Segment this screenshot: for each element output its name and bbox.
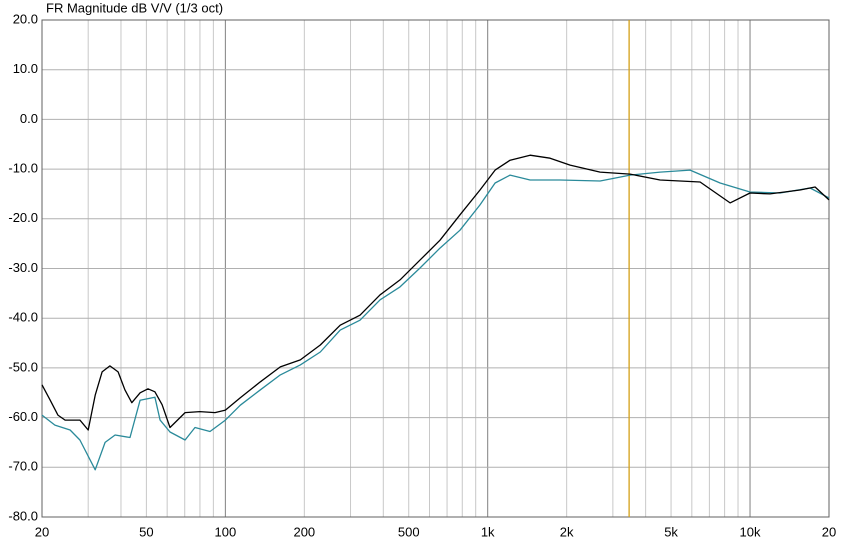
x-tick-label: 20 — [35, 524, 49, 539]
x-tick-label: 100 — [215, 524, 237, 539]
y-tick-label: -30.0 — [8, 260, 38, 275]
x-tick-label: 50 — [139, 524, 153, 539]
y-tick-label: -70.0 — [8, 459, 38, 474]
x-tick-label: 20 — [822, 524, 836, 539]
y-tick-label: -10.0 — [8, 161, 38, 176]
series-line — [41, 154, 830, 431]
x-tick-label: 5k — [664, 524, 678, 539]
x-tick-label: 1k — [481, 524, 495, 539]
plot-frame — [41, 19, 830, 518]
y-tick-label: -80.0 — [8, 508, 38, 523]
y-tick-label: -40.0 — [8, 310, 38, 325]
y-tick-label: 0.0 — [20, 111, 38, 126]
x-tick-label: 200 — [293, 524, 315, 539]
x-tick-label: 10k — [740, 524, 761, 539]
y-tick-label: -60.0 — [8, 409, 38, 424]
y-tick-label: 10.0 — [13, 61, 38, 76]
y-tick-label: -20.0 — [8, 210, 38, 225]
chart-title: FR Magnitude dB V/V (1/3 oct) — [46, 0, 223, 15]
x-tick-label: 500 — [398, 524, 420, 539]
y-tick-label: 20.0 — [13, 11, 38, 26]
x-tick-label: 2k — [560, 524, 574, 539]
y-tick-label: -50.0 — [8, 359, 38, 374]
